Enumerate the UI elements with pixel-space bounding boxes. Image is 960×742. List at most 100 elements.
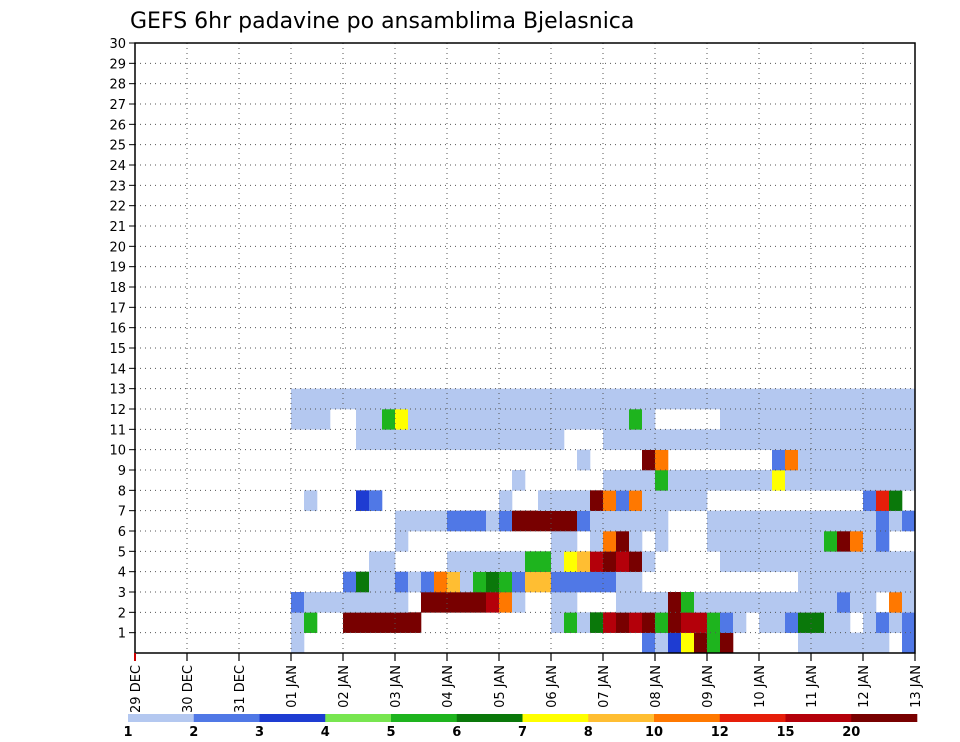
precip-cell	[707, 531, 721, 552]
precip-cell	[499, 429, 513, 450]
precip-cell	[486, 551, 500, 572]
precip-cell	[850, 388, 864, 410]
precip-cell	[577, 409, 591, 430]
colorbar-swatch	[193, 714, 260, 722]
precip-cell	[343, 612, 357, 633]
precip-cell	[538, 551, 552, 572]
colorbar-label: 7	[518, 725, 527, 740]
x-tick-label: 02 JAN	[337, 665, 352, 708]
precip-cell	[395, 612, 409, 633]
precip-cell	[733, 531, 747, 552]
x-tick-label: 01 JAN	[285, 665, 300, 708]
y-tick-label: 20	[109, 240, 126, 255]
precip-cell	[746, 551, 760, 572]
precip-cell	[447, 388, 461, 410]
colorbar-swatch	[391, 714, 458, 722]
precip-cell	[863, 551, 877, 572]
precip-cell	[668, 632, 682, 654]
precip-cell	[408, 510, 422, 532]
precip-cell	[486, 429, 500, 450]
x-tick-label: 05 JAN	[493, 665, 508, 708]
precip-cell	[837, 449, 851, 471]
precip-cell	[655, 490, 669, 511]
precip-cell	[590, 612, 604, 633]
precip-cell	[538, 571, 552, 593]
precip-cell	[486, 409, 500, 430]
colorbar-label: 6	[452, 725, 461, 740]
y-tick-label: 29	[109, 57, 126, 72]
heatmap-cells	[291, 388, 916, 654]
precip-cell	[304, 409, 318, 430]
precip-cell	[356, 612, 370, 633]
precip-cell	[551, 429, 565, 450]
precip-cell	[590, 490, 604, 511]
y-tick-label: 10	[109, 444, 126, 459]
precip-cell	[629, 592, 643, 613]
precip-cell	[850, 510, 864, 532]
precip-cell	[330, 388, 344, 410]
precip-cell	[785, 612, 799, 633]
precip-cell	[850, 470, 864, 491]
colorbar-label: 3	[255, 725, 264, 740]
colorbar-swatch	[259, 714, 326, 722]
precip-cell	[577, 612, 591, 633]
precip-cell	[863, 612, 877, 633]
precip-cell	[629, 571, 643, 593]
precip-cell	[291, 388, 305, 410]
precip-cell	[382, 409, 396, 430]
precip-cell	[681, 429, 695, 450]
precip-cell	[447, 551, 461, 572]
colorbar-swatch	[588, 714, 655, 722]
precip-cell	[564, 551, 578, 572]
precip-cell	[811, 612, 825, 633]
y-tick-label: 16	[109, 322, 126, 337]
precip-cell	[785, 592, 799, 613]
precip-cell	[902, 612, 916, 633]
precip-cell	[889, 551, 903, 572]
x-tick-label: 06 JAN	[545, 665, 560, 708]
precip-cell	[876, 510, 890, 532]
precip-cell	[889, 429, 903, 450]
precip-cell	[772, 531, 786, 552]
precip-cell	[720, 510, 734, 532]
y-tick-label: 24	[109, 159, 126, 174]
precip-cell	[538, 388, 552, 410]
precip-cell	[720, 592, 734, 613]
precip-cell	[538, 409, 552, 430]
precip-cell	[486, 592, 500, 613]
precip-cell	[551, 388, 565, 410]
precip-cell	[863, 592, 877, 613]
y-tick-label: 26	[109, 118, 126, 133]
precip-cell	[850, 409, 864, 430]
precip-cell	[447, 592, 461, 613]
precip-cell	[551, 510, 565, 532]
precip-cell	[629, 429, 643, 450]
y-tick-label: 7	[118, 505, 126, 520]
x-tick-label: 03 JAN	[389, 665, 404, 708]
precip-cell	[863, 470, 877, 491]
precip-cell	[590, 388, 604, 410]
precip-cell	[421, 388, 435, 410]
precip-cell	[707, 429, 721, 450]
precip-cell	[889, 470, 903, 491]
precip-cell	[772, 612, 786, 633]
x-tick-label: 29 DEC	[129, 665, 144, 713]
precip-cell	[733, 388, 747, 410]
precip-cell	[369, 551, 383, 572]
precip-cell	[824, 470, 838, 491]
precip-cell	[590, 510, 604, 532]
colorbar-swatch	[522, 714, 589, 722]
precip-cell	[733, 551, 747, 572]
precip-cell	[668, 470, 682, 491]
precip-cell	[824, 449, 838, 471]
y-tick-label: 21	[109, 220, 126, 235]
precip-cell	[473, 571, 487, 593]
colorbar-label: 4	[321, 725, 330, 740]
precip-cell	[356, 571, 370, 593]
precip-cell	[538, 510, 552, 532]
x-tick-label: 10 JAN	[753, 665, 768, 708]
precip-cell	[486, 571, 500, 593]
precip-cell	[889, 490, 903, 511]
y-tick-label: 3	[118, 586, 126, 601]
colorbar-swatch	[851, 714, 918, 722]
